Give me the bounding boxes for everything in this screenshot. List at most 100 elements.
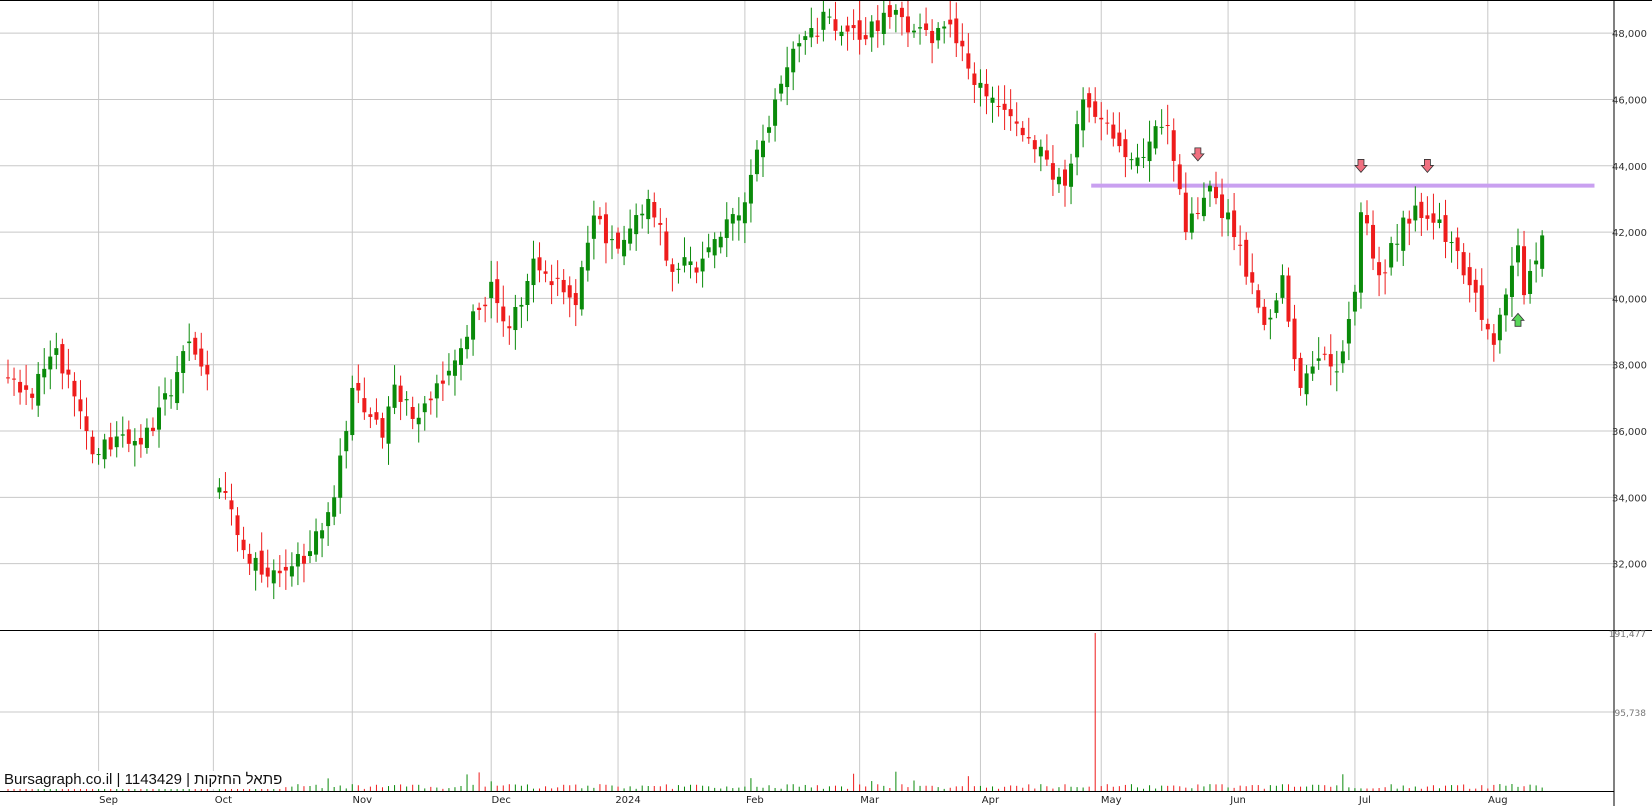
watermark: Bursagraph.co.il | 1143429 | פתאל החזקות (4, 771, 283, 789)
candle-body (1334, 371, 1339, 373)
candle-body (477, 307, 482, 310)
candle-body (223, 491, 228, 493)
candle-body (398, 385, 403, 402)
candle-body (199, 348, 204, 367)
candle-body (1026, 137, 1031, 139)
candle-body (821, 11, 826, 30)
candle-body (700, 258, 705, 272)
candle-body (380, 418, 385, 438)
candle-body (1093, 101, 1098, 117)
candle-body (253, 557, 258, 571)
candle-body (881, 12, 886, 34)
candle-body (513, 306, 518, 331)
candle-body (42, 368, 47, 378)
candle-body (465, 336, 470, 350)
candle-body (622, 239, 627, 257)
candle-body (1238, 244, 1243, 246)
candle-body (827, 16, 832, 18)
candle-body (1540, 235, 1545, 269)
candle-body (277, 570, 282, 574)
candle-body (767, 127, 772, 133)
candle-body (175, 372, 180, 404)
candle-body (742, 202, 747, 224)
candle-body (78, 399, 83, 412)
candle-body (942, 26, 947, 29)
candle-body (1437, 219, 1442, 223)
candle-body (603, 214, 608, 244)
candle-body (1207, 185, 1212, 192)
candle-body (1443, 215, 1448, 242)
candle-body (628, 228, 633, 244)
time-tick-label: Jun (1229, 795, 1246, 806)
candle-body (187, 341, 192, 344)
candle-body (887, 5, 892, 18)
price-tick-label: 46,000 (1612, 95, 1647, 106)
time-tick-label: Oct (215, 795, 232, 806)
candle-body (1250, 272, 1255, 283)
candle-body (1509, 265, 1514, 297)
candle-body (1419, 201, 1424, 219)
candle-body (730, 214, 735, 224)
candle-body (936, 27, 941, 41)
candle-body (1141, 156, 1146, 158)
candle-body (30, 393, 35, 398)
candle-body (259, 550, 264, 575)
candle-body (120, 434, 125, 436)
candle-body (616, 232, 621, 249)
candle-body (664, 231, 669, 261)
candle-body (265, 567, 270, 577)
candle-body (845, 25, 850, 32)
candle-body (1358, 212, 1363, 293)
candle-body (1117, 132, 1122, 147)
candle-body (1485, 323, 1490, 330)
candle-body (1274, 300, 1279, 313)
candle-body (283, 566, 288, 571)
candle-body (1099, 117, 1104, 120)
candle-body (930, 30, 935, 44)
candle-body (984, 83, 989, 97)
candle-body (851, 25, 856, 29)
candle-body (72, 380, 77, 397)
candle-body (1316, 358, 1321, 361)
candle-body (912, 30, 916, 33)
candle-body (1413, 205, 1418, 221)
candle-body (507, 326, 512, 329)
time-tick-label: Jul (1358, 795, 1371, 806)
candle-body (1032, 140, 1037, 150)
candle-body (356, 382, 361, 391)
candle-body (736, 215, 741, 221)
time-tick-label: 2024 (615, 795, 640, 806)
candle-body (1105, 122, 1110, 124)
buy-arrow-icon (1511, 312, 1525, 327)
candle-body (1383, 272, 1388, 274)
candle-body (60, 344, 65, 374)
candle-body (1365, 215, 1369, 224)
candle-body (1153, 126, 1158, 149)
candle-body (295, 554, 300, 567)
candle-body (1401, 217, 1406, 251)
candle-body (809, 28, 814, 38)
candle-body (1226, 212, 1231, 220)
candle-body (694, 267, 699, 273)
candle-body (434, 383, 439, 399)
candle-body (863, 35, 868, 40)
candle-body (193, 337, 198, 355)
candle-body (1497, 314, 1502, 341)
candle-body (579, 267, 584, 310)
time-tick-label: Apr (982, 795, 1000, 806)
candle-body (1534, 260, 1539, 265)
price-tick-label: 40,000 (1612, 294, 1647, 305)
candle-body (924, 23, 929, 31)
candle-body (1087, 93, 1092, 108)
candle-body (1220, 194, 1225, 219)
sell-arrow-icon (1420, 159, 1435, 174)
candle-body (543, 271, 548, 274)
candle-body (646, 198, 651, 220)
volume-bars (7, 633, 1543, 791)
candle-body (833, 19, 838, 31)
candle-body (797, 43, 802, 47)
candle-body (126, 429, 131, 444)
candle-body (157, 407, 161, 430)
candle-body (1425, 215, 1430, 219)
